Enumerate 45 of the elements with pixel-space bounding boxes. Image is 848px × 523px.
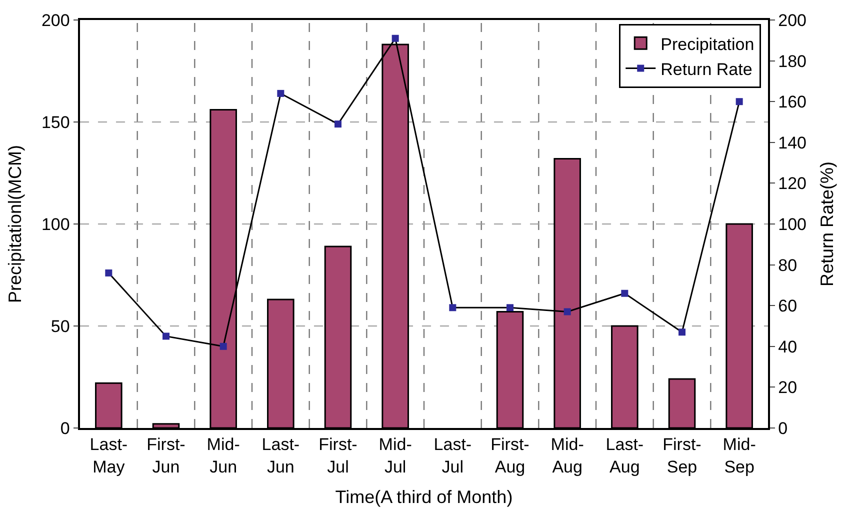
point (621, 290, 628, 297)
point (736, 98, 743, 106)
x-tick-label: Mid- Aug (550, 435, 584, 476)
point (564, 308, 571, 316)
x-tick-label: Last- Jul (434, 435, 472, 476)
x-tick-label: Last- Aug (606, 435, 644, 476)
x-tick-label: First- Jul (318, 435, 358, 476)
point (105, 269, 112, 276)
legend-label: Precipitation (660, 34, 754, 54)
y2-tick-label: 180 (778, 52, 807, 71)
point (334, 120, 342, 128)
x-tick-label: Last- May (90, 435, 128, 476)
point (392, 34, 399, 42)
y2-tick-label: 20 (778, 378, 798, 398)
y2-tick-label: 120 (778, 174, 807, 194)
x-tick-label: First- Sep (662, 435, 702, 476)
y-tick-label: 50 (50, 316, 70, 336)
y2-tick-label: 100 (778, 214, 807, 234)
point (277, 90, 284, 97)
y-axis-title: Precipitationl(MCM) (5, 144, 26, 304)
point (220, 342, 227, 350)
y2-tick-label: 140 (778, 133, 807, 152)
x-axis-title: Time(A third of Month) (335, 486, 513, 507)
x-tick-label: Mid- Jul (378, 435, 412, 476)
y2-tick-label: 200 (778, 10, 807, 30)
x-tick-label: First- Jun (146, 435, 186, 476)
point (449, 304, 456, 312)
y-tick-label: 0 (60, 418, 70, 438)
x-tick-label: Mid- Sep (722, 435, 756, 476)
y2-axis-title: Return Rate(%) (817, 161, 838, 287)
y2-tick-label: 40 (778, 337, 798, 356)
point (678, 328, 686, 336)
y2-tick-label: 80 (778, 256, 798, 275)
point (162, 332, 170, 340)
y-tick-label: 100 (41, 214, 70, 234)
y2-tick-label: 0 (778, 418, 788, 438)
x-tick-label: First- Aug (490, 435, 530, 476)
y2-tick-label: 60 (778, 296, 798, 316)
y2-tick-label: 160 (778, 92, 807, 112)
point (506, 304, 514, 312)
y-tick-label: 200 (41, 10, 70, 30)
x-tick-label: Last- Jun (262, 435, 300, 476)
y-tick-label: 150 (41, 112, 70, 132)
x-tick-label: Mid- Jun (206, 435, 240, 476)
legend-label: Return Rate (660, 60, 752, 79)
